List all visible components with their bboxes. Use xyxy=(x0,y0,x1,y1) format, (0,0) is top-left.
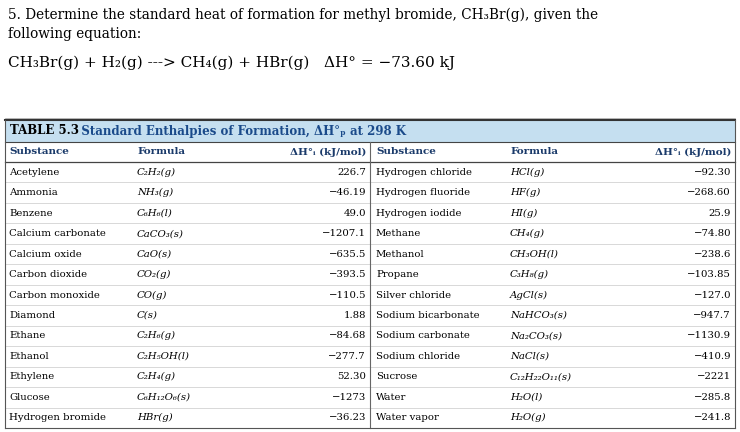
Text: C₆H₆(l): C₆H₆(l) xyxy=(137,209,173,218)
Text: Diamond: Diamond xyxy=(9,311,55,320)
Text: Water: Water xyxy=(376,393,406,402)
Text: Benzene: Benzene xyxy=(9,209,53,218)
Text: HBr(g): HBr(g) xyxy=(137,413,172,422)
Text: CO(g): CO(g) xyxy=(137,290,167,299)
Text: Sucrose: Sucrose xyxy=(376,372,417,381)
Text: Na₂CO₃(s): Na₂CO₃(s) xyxy=(510,331,562,340)
Text: −241.8: −241.8 xyxy=(693,413,731,422)
Text: −92.30: −92.30 xyxy=(693,168,731,177)
Text: Ethylene: Ethylene xyxy=(9,372,54,381)
Text: Hydrogen bromide: Hydrogen bromide xyxy=(9,413,106,422)
Text: −268.60: −268.60 xyxy=(687,188,731,197)
Text: Acetylene: Acetylene xyxy=(9,168,59,177)
Text: Formula: Formula xyxy=(510,147,558,156)
Text: Hydrogen fluoride: Hydrogen fluoride xyxy=(376,188,470,197)
Text: C₁₂H₂₂O₁₁(s): C₁₂H₂₂O₁₁(s) xyxy=(510,372,572,381)
Text: 49.0: 49.0 xyxy=(343,209,366,218)
Text: Carbon dioxide: Carbon dioxide xyxy=(9,270,87,279)
Text: 1.88: 1.88 xyxy=(343,311,366,320)
Text: Substance: Substance xyxy=(376,147,436,156)
Text: −1130.9: −1130.9 xyxy=(687,331,731,340)
Text: −103.85: −103.85 xyxy=(687,270,731,279)
Text: Water vapor: Water vapor xyxy=(376,413,439,422)
Text: Methanol: Methanol xyxy=(376,250,425,259)
Text: C₂H₆(g): C₂H₆(g) xyxy=(137,331,176,340)
Text: 5. Determine the standard heat of formation for methyl bromide, CH₃Br(g), given : 5. Determine the standard heat of format… xyxy=(8,8,598,22)
Text: H₂O(g): H₂O(g) xyxy=(510,413,545,422)
Text: −74.80: −74.80 xyxy=(693,229,731,238)
Text: 226.7: 226.7 xyxy=(337,168,366,177)
Text: −1273: −1273 xyxy=(332,393,366,402)
Text: C(s): C(s) xyxy=(137,311,158,320)
Text: −84.68: −84.68 xyxy=(329,331,366,340)
Text: −635.5: −635.5 xyxy=(329,250,366,259)
Text: Ethane: Ethane xyxy=(9,331,45,340)
Text: CH₃OH(l): CH₃OH(l) xyxy=(510,250,559,259)
Text: −2221: −2221 xyxy=(697,372,731,381)
Text: CH₄(g): CH₄(g) xyxy=(510,229,545,238)
Text: −393.5: −393.5 xyxy=(329,270,366,279)
Text: −947.7: −947.7 xyxy=(693,311,731,320)
Text: CH₃Br(g) + H₂(g) ---> CH₄(g) + HBr(g)   ΔH° = −73.60 kJ: CH₃Br(g) + H₂(g) ---> CH₄(g) + HBr(g) ΔH… xyxy=(8,56,455,70)
Text: HI(g): HI(g) xyxy=(510,209,537,218)
Text: −277.7: −277.7 xyxy=(329,352,366,361)
Text: C₂H₅OH(l): C₂H₅OH(l) xyxy=(137,352,190,361)
Text: TABLE 5.3: TABLE 5.3 xyxy=(10,124,79,137)
Text: Calcium oxide: Calcium oxide xyxy=(9,250,81,259)
Text: −110.5: −110.5 xyxy=(329,290,366,299)
Text: −36.23: −36.23 xyxy=(329,413,366,422)
Text: C₂H₄(g): C₂H₄(g) xyxy=(137,372,176,381)
Text: Glucose: Glucose xyxy=(9,393,50,402)
Bar xyxy=(5,120,735,142)
Text: following equation:: following equation: xyxy=(8,27,141,41)
Text: −127.0: −127.0 xyxy=(693,290,731,299)
Text: CaO(s): CaO(s) xyxy=(137,250,172,259)
Text: −238.6: −238.6 xyxy=(693,250,731,259)
Text: Sodium carbonate: Sodium carbonate xyxy=(376,331,470,340)
Text: Standard Enthalpies of Formation, ΔH°ₚ at 298 K: Standard Enthalpies of Formation, ΔH°ₚ a… xyxy=(69,124,406,137)
Text: −285.8: −285.8 xyxy=(694,393,731,402)
Text: −1207.1: −1207.1 xyxy=(322,229,366,238)
Text: Hydrogen iodide: Hydrogen iodide xyxy=(376,209,462,218)
Text: 52.30: 52.30 xyxy=(337,372,366,381)
Text: ΔH°ᵢ (kJ/mol): ΔH°ᵢ (kJ/mol) xyxy=(655,147,731,156)
Text: Sodium bicarbonate: Sodium bicarbonate xyxy=(376,311,480,320)
Text: CO₂(g): CO₂(g) xyxy=(137,270,172,279)
Text: H₂O(l): H₂O(l) xyxy=(510,393,542,402)
Text: Hydrogen chloride: Hydrogen chloride xyxy=(376,168,472,177)
Text: AgCl(s): AgCl(s) xyxy=(510,290,548,299)
Text: Silver chloride: Silver chloride xyxy=(376,290,451,299)
Text: Methane: Methane xyxy=(376,229,421,238)
Text: 25.9: 25.9 xyxy=(709,209,731,218)
Text: ΔH°ᵢ (kJ/mol): ΔH°ᵢ (kJ/mol) xyxy=(289,147,366,156)
Text: Sodium chloride: Sodium chloride xyxy=(376,352,460,361)
Text: Ammonia: Ammonia xyxy=(9,188,58,197)
Text: Calcium carbonate: Calcium carbonate xyxy=(9,229,106,238)
Text: Substance: Substance xyxy=(9,147,69,156)
Text: NH₃(g): NH₃(g) xyxy=(137,188,173,197)
Text: NaCl(s): NaCl(s) xyxy=(510,352,549,361)
Text: C₂H₂(g): C₂H₂(g) xyxy=(137,168,176,177)
Text: Formula: Formula xyxy=(137,147,185,156)
Bar xyxy=(5,120,735,428)
Text: Carbon monoxide: Carbon monoxide xyxy=(9,290,100,299)
Text: −410.9: −410.9 xyxy=(693,352,731,361)
Text: HF(g): HF(g) xyxy=(510,188,540,197)
Text: C₆H₁₂O₆(s): C₆H₁₂O₆(s) xyxy=(137,393,191,402)
Text: Ethanol: Ethanol xyxy=(9,352,49,361)
Text: −46.19: −46.19 xyxy=(329,188,366,197)
Text: Propane: Propane xyxy=(376,270,419,279)
Text: CaCO₃(s): CaCO₃(s) xyxy=(137,229,184,238)
Text: C₃H₈(g): C₃H₈(g) xyxy=(510,270,549,279)
Text: NaHCO₃(s): NaHCO₃(s) xyxy=(510,311,567,320)
Text: HCl(g): HCl(g) xyxy=(510,168,545,177)
